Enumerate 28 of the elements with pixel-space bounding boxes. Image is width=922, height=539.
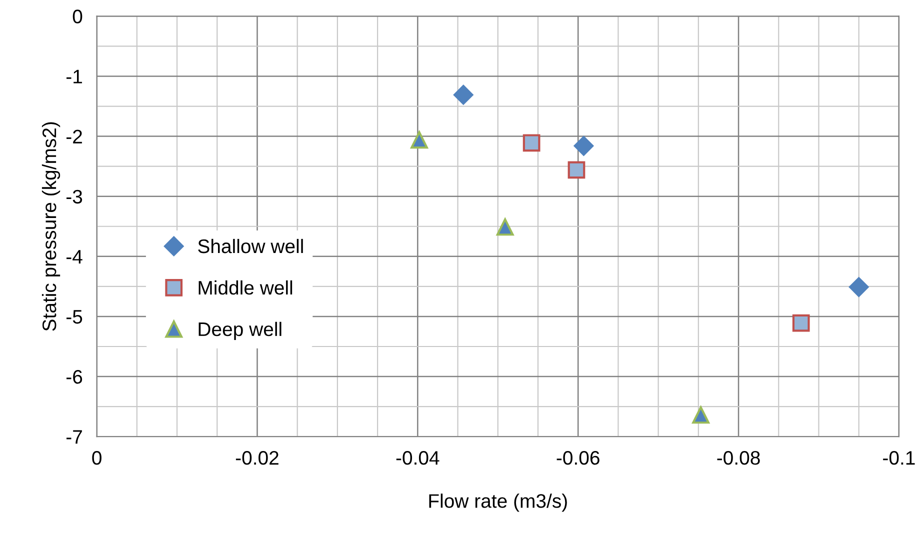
legend-label: Shallow well bbox=[198, 238, 303, 254]
x-tick-label: 0 bbox=[92, 450, 102, 465]
y-tick-label: -1 bbox=[66, 70, 82, 84]
point bbox=[792, 314, 810, 332]
y-tick-label: -5 bbox=[66, 310, 82, 324]
x-tick-label: -0.1 bbox=[883, 450, 915, 465]
y-tick-label: -7 bbox=[66, 430, 82, 444]
point bbox=[574, 136, 594, 156]
point bbox=[496, 218, 514, 236]
y-tick-label: 0 bbox=[72, 10, 82, 24]
y-axis-title: Static pressure (kg/ms2) bbox=[42, 122, 60, 331]
point bbox=[568, 161, 586, 179]
legend-label: Deep well bbox=[198, 322, 282, 340]
y-tick-label: -6 bbox=[66, 370, 82, 384]
point bbox=[454, 84, 474, 105]
y-tick-label: -3 bbox=[66, 190, 82, 204]
point bbox=[848, 277, 869, 297]
x-tick-label: -0.02 bbox=[236, 450, 278, 465]
x-axis-title: Flow rate (m3/s) bbox=[429, 494, 567, 512]
point bbox=[692, 406, 710, 424]
point bbox=[522, 134, 540, 152]
x-tick-label: -0.04 bbox=[396, 450, 440, 465]
y-tick-label: -4 bbox=[66, 250, 82, 264]
point bbox=[410, 131, 428, 149]
legend-label: Middle well bbox=[198, 280, 292, 295]
y-tick-label: -2 bbox=[66, 130, 82, 144]
x-tick-label: -0.06 bbox=[556, 450, 600, 465]
x-tick-label: -0.08 bbox=[717, 450, 760, 465]
